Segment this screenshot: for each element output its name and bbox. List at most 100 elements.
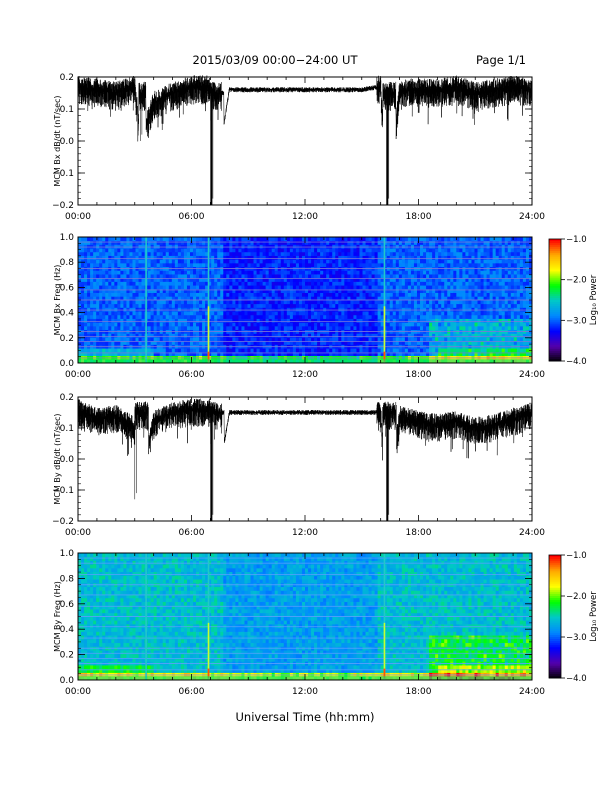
- spectrogram-cell: [459, 300, 463, 305]
- spectrogram-cell: [229, 262, 233, 268]
- spectrogram-cell: [450, 277, 454, 282]
- spectrogram-cell: [247, 270, 251, 275]
- spectrogram-cell: [129, 248, 133, 253]
- spectrogram-cell: [426, 351, 430, 356]
- spectrogram-cell: [147, 244, 152, 249]
- spectrogram-cell: [498, 262, 503, 268]
- spectrogram-cell: [507, 348, 512, 353]
- spectrogram-cell: [238, 300, 242, 305]
- spectrogram-cell: [135, 281, 139, 286]
- spectrogram-cell: [468, 311, 472, 316]
- spectrogram-cell: [456, 333, 460, 338]
- spectrogram-cell: [362, 303, 366, 308]
- spectrogram-cell: [495, 296, 500, 301]
- spectrogram-cell: [432, 270, 436, 275]
- spectrogram-cell: [401, 270, 406, 275]
- spectrogram-cell: [477, 244, 481, 249]
- spectrogram-cell: [96, 322, 100, 327]
- spectrogram-cell: [335, 314, 339, 319]
- spectrogram-cell: [435, 240, 439, 245]
- spectrogram-cell: [323, 314, 327, 319]
- spectrogram-cell: [247, 300, 251, 305]
- spectrogram-cell: [368, 325, 372, 331]
- spectrogram-cell: [153, 274, 158, 279]
- spectrogram-cell: [320, 262, 324, 268]
- spectrogram-cell: [359, 288, 363, 293]
- spectrogram-cell: [413, 292, 418, 297]
- spectrogram-cell: [329, 314, 333, 319]
- spectrogram-cell: [301, 325, 306, 331]
- spectrogram-cell: [365, 325, 369, 331]
- spectrogram-cell: [153, 300, 158, 305]
- spectrogram-cell: [105, 277, 109, 282]
- spectrogram-cell: [486, 314, 491, 319]
- spectrogram-cell: [90, 314, 94, 319]
- spectrogram-cell: [135, 340, 139, 345]
- spectrogram-cell: [99, 259, 103, 264]
- spectrogram-cell: [295, 270, 300, 275]
- spectrogram-cell: [111, 240, 115, 245]
- spectrogram-cell: [241, 277, 245, 282]
- spectrogram-cell: [99, 285, 103, 290]
- spectrogram-cell: [253, 262, 257, 268]
- spectrogram-cell: [314, 348, 318, 353]
- spectrogram-cell: [329, 259, 333, 264]
- spectrogram-cell: [102, 248, 106, 253]
- spectrogram-cell: [407, 337, 412, 342]
- spectrogram-cell: [229, 296, 233, 301]
- spectrogram-cell: [117, 318, 121, 323]
- spectrogram-cell: [235, 244, 239, 249]
- spectrogram-cell: [305, 311, 309, 316]
- spectrogram-cell: [159, 251, 164, 256]
- spectrogram-cell: [114, 351, 118, 356]
- spectrogram-cell: [432, 296, 436, 301]
- spectrogram-cell: [492, 307, 497, 312]
- spectrogram-cell: [335, 237, 339, 242]
- spectrogram-cell: [196, 259, 200, 264]
- spectrogram-cell: [123, 337, 127, 342]
- spectrogram-cell: [483, 322, 487, 327]
- spectrogram-cell: [244, 337, 248, 342]
- spectrogram-cell: [326, 270, 330, 275]
- spectrogram-cell: [332, 311, 336, 316]
- spectrogram-cell: [253, 237, 257, 242]
- spectrogram-cell: [413, 307, 418, 312]
- spectrogram-cell: [220, 322, 224, 327]
- spectrogram-cell: [311, 337, 315, 342]
- spectrogram-cell: [374, 281, 379, 286]
- spectrogram-cell: [147, 259, 152, 264]
- spectrogram-cell: [335, 300, 339, 305]
- spectrogram-cell: [295, 255, 300, 260]
- spectrogram-cell: [365, 244, 369, 249]
- spectrogram-cell: [186, 351, 191, 356]
- spectrogram-cell: [377, 270, 382, 275]
- spectrogram-cell: [389, 244, 394, 249]
- spectrogram-cell: [81, 277, 85, 282]
- spectrogram-cell: [501, 262, 506, 268]
- spectrogram-cell: [268, 351, 273, 356]
- spectrogram-cell: [202, 303, 206, 308]
- spectrogram-cell: [438, 351, 442, 356]
- spectrogram-cell: [332, 296, 336, 301]
- spectrogram-cell: [432, 325, 436, 331]
- spectrogram-cell: [156, 270, 161, 275]
- spectrogram-cell: [305, 274, 309, 279]
- spectrogram-cell: [365, 255, 369, 260]
- spectrogram-cell: [171, 322, 176, 327]
- spectrogram-cell: [193, 255, 197, 260]
- spectrogram-cell: [202, 237, 206, 242]
- spectrogram-cell: [262, 262, 267, 268]
- spectrogram-cell: [138, 311, 142, 316]
- spectrogram-cell: [126, 281, 130, 286]
- spectrogram-cell: [135, 274, 139, 279]
- spectrogram-cell: [274, 325, 279, 331]
- spectrogram-cell: [180, 251, 185, 256]
- spectrogram-cell: [383, 240, 388, 245]
- spectrogram-cell: [114, 333, 118, 338]
- spectrogram-cell: [241, 237, 245, 242]
- spectrogram-cell: [253, 248, 257, 253]
- spectrogram-cell: [217, 340, 221, 345]
- spectrogram-cell: [429, 318, 433, 323]
- spectrogram-cell: [147, 262, 152, 268]
- spectrogram-cell: [90, 333, 94, 338]
